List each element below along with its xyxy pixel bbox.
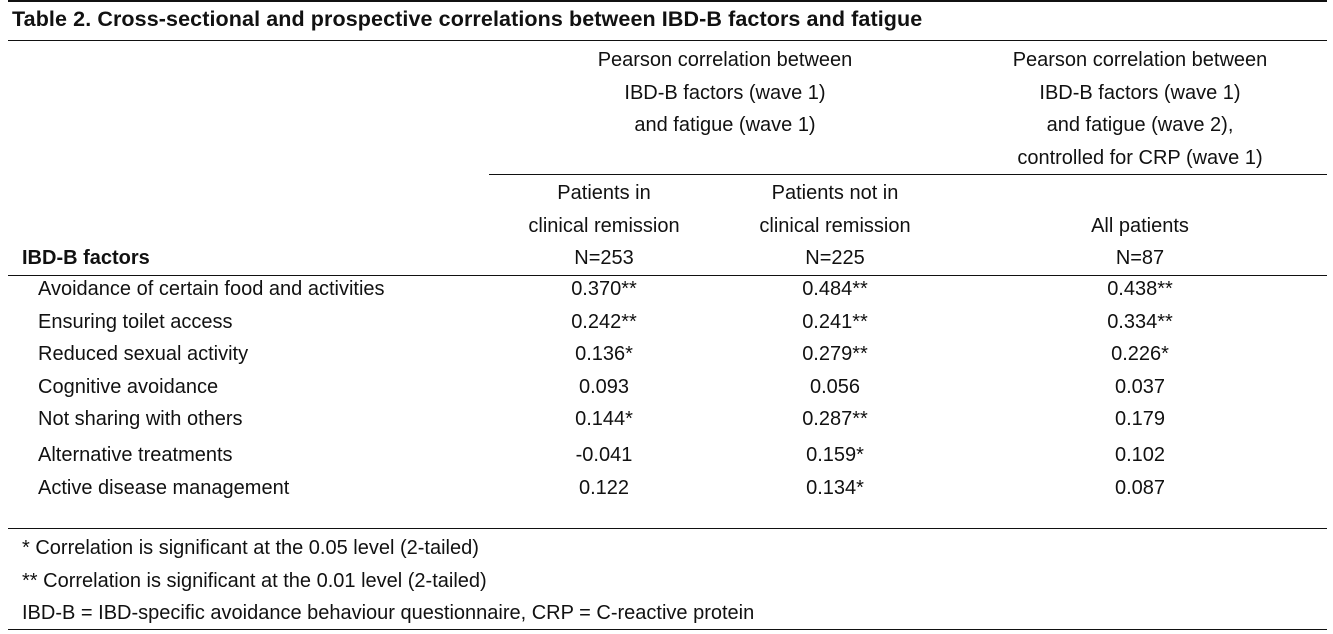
header-rule [8,275,1327,276]
column-header-line: All patients [1091,214,1189,237]
table-row: Active disease management 0.122 0.134* 0… [0,475,1333,508]
body-rule [8,528,1327,529]
table-title: Table 2. Cross-sectional and prospective… [12,7,923,31]
group-header-line: IBD-B factors (wave 1) [624,81,826,104]
cell-remission: 0.122 [578,476,630,499]
table-row: Alternative treatments -0.041 0.159* 0.1… [0,442,1333,475]
group-header-rule [489,174,1327,175]
table-footnotes: * Correlation is significant at the 0.05… [22,532,754,630]
column-header-all-patients: All patients N=87 [955,177,1325,275]
table-body: Avoidance of certain food and activities… [0,276,1333,507]
cell-all-patients: 0.226* [1111,343,1169,366]
title-rule [8,40,1327,41]
cell-not-remission: 0.241** [802,310,868,333]
column-header-remission: Patients in clinical remission N=253 [492,177,716,275]
footnote: ** Correlation is significant at the 0.0… [22,569,487,592]
column-header-n: N=253 [574,247,634,269]
cell-remission: 0.136* [575,343,633,366]
cell-remission: 0.242** [571,310,637,333]
column-header-not-remission: Patients not in clinical remission N=225 [723,177,947,275]
row-factor: Cognitive avoidance [38,375,219,398]
top-rule [8,0,1327,2]
group-header-line: Pearson correlation between [597,49,853,71]
column-header-line: Patients not in [771,182,899,204]
cell-all-patients: 0.087 [1114,476,1166,499]
row-factor: Not sharing with others [38,408,243,431]
column-header-line [955,177,1325,210]
factor-column-header: IBD-B factors [22,247,150,269]
footnote: IBD-B = IBD-specific avoidance behaviour… [22,602,755,624]
row-factor: Ensuring toilet access [38,310,233,333]
cell-remission: -0.041 [575,443,633,466]
table-row: Reduced sexual activity 0.136* 0.279** 0… [0,341,1333,374]
cell-not-remission: 0.159* [806,443,864,466]
group-header-prospective: Pearson correlation between IBD-B factor… [955,44,1325,174]
cell-all-patients: 0.037 [1114,375,1166,398]
table-row: Ensuring toilet access 0.242** 0.241** 0… [0,309,1333,342]
cell-all-patients: 0.334** [1107,310,1173,333]
cell-remission: 0.093 [578,375,630,398]
cell-all-patients: 0.102 [1114,443,1166,466]
cell-all-patients: 0.179 [1114,408,1166,431]
footnote: * Correlation is significant at the 0.05… [22,537,479,559]
cell-all-patients: 0.438** [1107,278,1173,300]
row-factor: Active disease management [38,476,290,499]
group-header-cross-sectional: Pearson correlation between IBD-B factor… [505,44,945,142]
row-factor: Avoidance of certain food and activities [38,278,385,300]
column-header-n: N=225 [805,247,865,269]
group-header-line: and fatigue (wave 2), [1046,114,1234,136]
column-header-n: N=87 [1115,247,1165,269]
cell-remission: 0.370** [571,278,637,300]
group-header-line: and fatigue (wave 1) [634,114,816,136]
cell-not-remission: 0.134* [806,476,864,499]
column-header-line: clinical remission [759,214,911,237]
table-row: Not sharing with others 0.144* 0.287** 0… [0,406,1333,439]
cell-not-remission: 0.484** [802,278,868,300]
cell-remission: 0.144* [575,408,633,431]
group-header-line: controlled for CRP (wave 1) [1017,146,1263,169]
row-factor: Reduced sexual activity [38,343,249,366]
row-factor: Alternative treatments [38,443,233,466]
table-row: Cognitive avoidance 0.093 0.056 0.037 [0,374,1333,407]
group-header-line: Pearson correlation between [1012,49,1268,71]
group-header-line: IBD-B factors (wave 1) [1039,81,1241,104]
table-row: Avoidance of certain food and activities… [0,276,1333,309]
column-header-line: clinical remission [528,214,680,237]
column-header-line: Patients in [557,182,651,204]
cell-not-remission: 0.279** [802,343,868,366]
cell-not-remission: 0.056 [809,375,861,398]
cell-not-remission: 0.287** [802,408,868,431]
bottom-rule [8,629,1327,630]
